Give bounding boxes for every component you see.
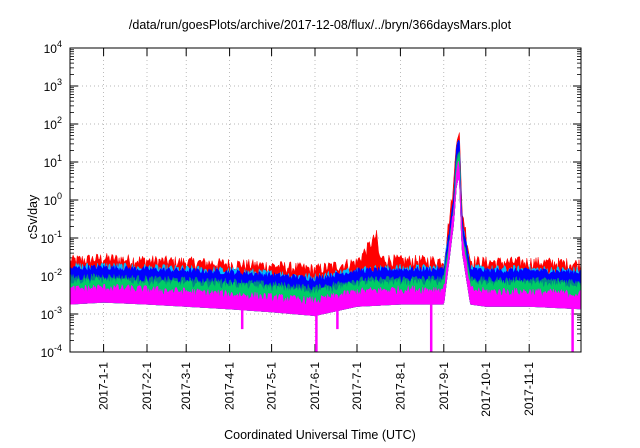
x-tick-label: 2017-11-1 xyxy=(522,362,536,416)
x-axis-label: Coordinated Universal Time (UTC) xyxy=(224,428,416,442)
x-tick-label: 2017-10-1 xyxy=(479,362,493,417)
y-tick-label: 104 xyxy=(44,39,62,56)
y-tick-label: 10-3 xyxy=(41,305,62,322)
y-tick-label: 10-1 xyxy=(41,229,62,246)
y-tick-label: 10-4 xyxy=(41,343,62,360)
x-tick-label: 2017-4-1 xyxy=(223,362,237,410)
y-tick-label: 103 xyxy=(44,77,62,94)
x-tick-label: 2017-7-1 xyxy=(350,362,364,410)
chart-title: /data/run/goesPlots/archive/2017-12-08/f… xyxy=(128,18,512,32)
plot-frame xyxy=(69,47,582,353)
x-tick-label: 2017-9-1 xyxy=(437,362,451,410)
x-tick-label: 2017-6-1 xyxy=(308,362,322,410)
y-tick-label: 102 xyxy=(44,115,62,132)
x-tick-label: 2017-3-1 xyxy=(179,362,193,410)
x-tick-label: 2017-8-1 xyxy=(393,362,407,410)
y-tick-label: 100 xyxy=(44,191,62,208)
x-tick-label: 2017-5-1 xyxy=(265,362,279,410)
x-tick-label: 2017-1-1 xyxy=(97,362,111,410)
y-tick-label: 101 xyxy=(44,153,62,170)
x-tick-label: 2017-2-1 xyxy=(140,362,154,410)
y-tick-label: 10-2 xyxy=(41,267,62,284)
